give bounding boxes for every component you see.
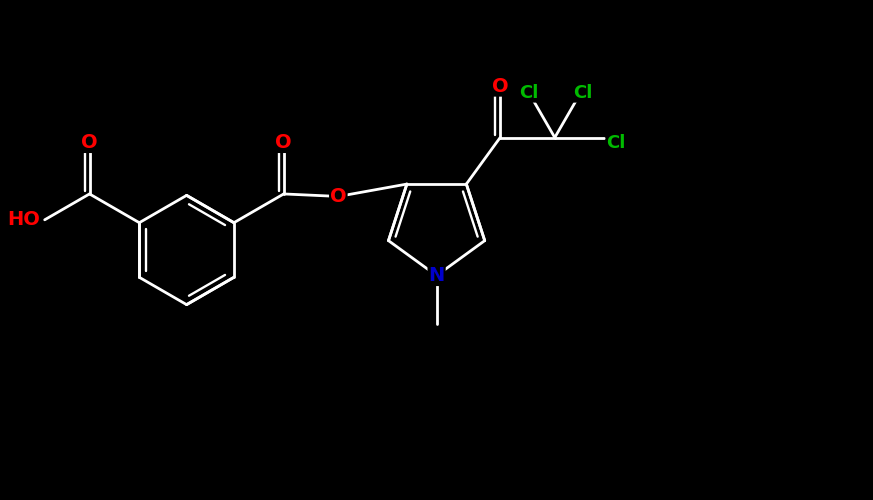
Text: O: O: [275, 133, 292, 152]
Text: Cl: Cl: [573, 84, 593, 102]
Text: N: N: [429, 266, 444, 285]
Text: Cl: Cl: [519, 84, 539, 102]
Text: O: O: [330, 187, 347, 206]
Text: O: O: [491, 76, 508, 96]
Text: HO: HO: [7, 210, 39, 230]
Text: O: O: [81, 133, 98, 152]
Text: Cl: Cl: [607, 134, 626, 152]
